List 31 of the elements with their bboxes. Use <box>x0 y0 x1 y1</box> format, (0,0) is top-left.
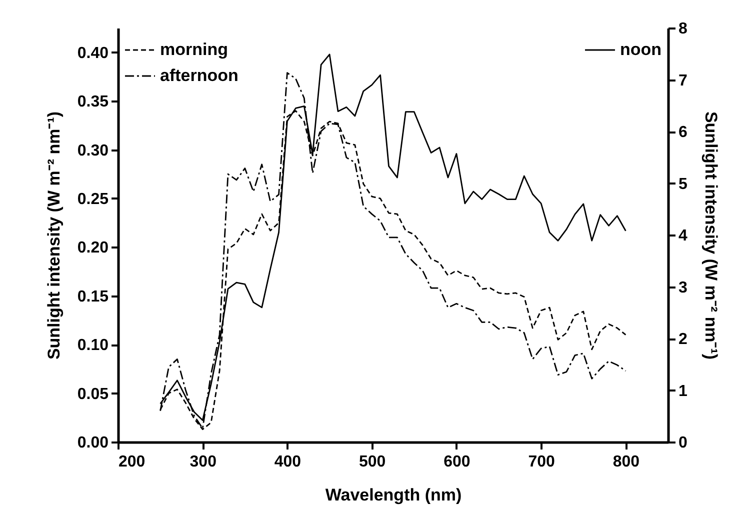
legend-label: morning <box>160 40 228 59</box>
y2-axis-title: Sunlight intensity (W m⁻² nm⁻¹) <box>701 111 720 360</box>
y-tick-label: 0.15 <box>77 288 109 306</box>
y2-tick-label: 8 <box>678 20 688 38</box>
y-tick-label: 0.10 <box>77 337 109 354</box>
x-tick-label: 200 <box>118 454 146 470</box>
y-tick-label: 0.00 <box>77 434 109 452</box>
y2-tick-label: 2 <box>678 331 688 348</box>
x-tick-label: 500 <box>358 454 386 470</box>
y2-tick-label: 6 <box>678 124 688 141</box>
x-tick-label: 300 <box>190 454 217 470</box>
y-axis-title: Sunlight intensity (W m⁻² nm⁻¹) <box>44 111 64 360</box>
y2-tick-label: 1 <box>678 382 688 400</box>
y2-tick-label: 7 <box>678 72 688 90</box>
y-tick-label: 0.05 <box>77 386 109 403</box>
x-tick-label: 800 <box>612 454 640 470</box>
y2-tick-label: 4 <box>678 228 688 244</box>
y-tick-label: 0.30 <box>77 142 109 160</box>
y2-tick-label: 5 <box>678 176 688 193</box>
y-tick-label: 0.20 <box>77 240 109 257</box>
y-tick-label: 0.25 <box>77 190 109 208</box>
x-tick-label: 400 <box>274 454 302 470</box>
y2-tick-label: 3 <box>678 279 688 296</box>
legend-label: afternoon <box>160 66 238 85</box>
y-tick-label: 0.35 <box>77 94 109 111</box>
x-axis-title: Wavelength (nm) <box>325 486 462 504</box>
y-tick-label: 0.40 <box>77 44 109 62</box>
x-tick-label: 700 <box>528 454 556 470</box>
x-tick-label: 600 <box>444 454 470 470</box>
y2-tick-label: 0 <box>678 434 688 452</box>
legend-label: noon <box>620 40 662 59</box>
